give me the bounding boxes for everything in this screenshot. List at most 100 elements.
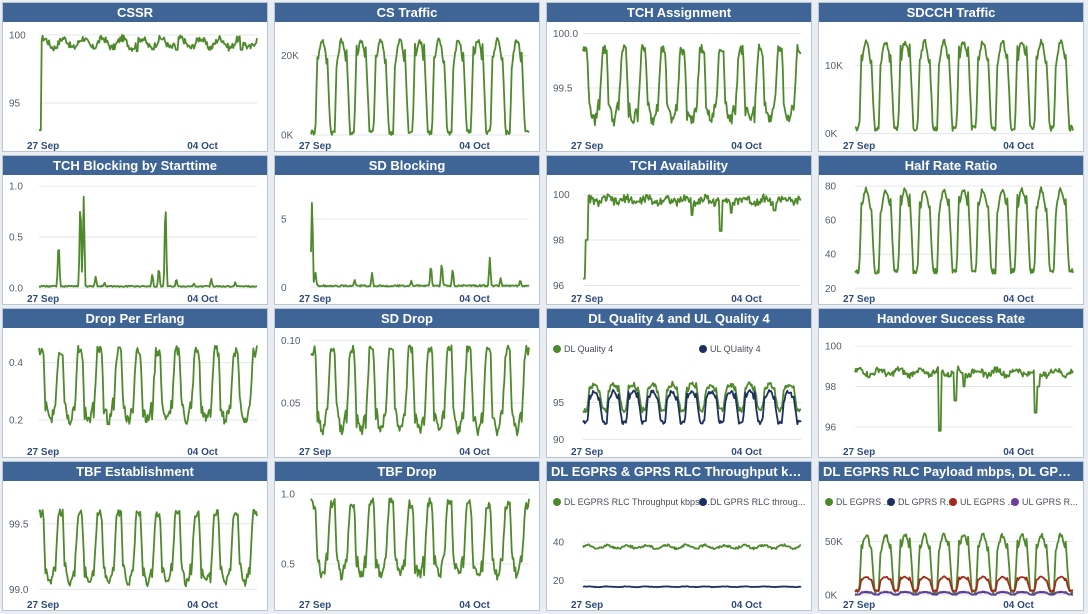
legend-label[interactable]: UL GPRS R...: [1022, 497, 1078, 507]
chart-panel-cssr[interactable]: CSSR 100 95 27 Sep 04 Oct: [2, 2, 268, 152]
legend-marker: [1011, 498, 1019, 506]
series-line[interactable]: [582, 543, 802, 551]
chart-panel-handover-success[interactable]: Handover Success Rate 100 98 96 27 Sep 04 Oct: [818, 308, 1084, 458]
y-tick-label: 20K: [281, 51, 299, 62]
chart-panel-half-rate-ratio[interactable]: Half Rate Ratio 80 60 40 20 27 Sep 04 Oct: [818, 155, 1084, 305]
series-line[interactable]: [854, 186, 1074, 275]
series-line[interactable]: [39, 34, 258, 132]
chart-title: TBF Establishment: [3, 462, 267, 481]
chart-panel-tbf-establishment[interactable]: TBF Establishment 99.5 99.0 27 Sep 04 Oct: [2, 461, 268, 611]
x-tick-label: 04 Oct: [1003, 600, 1034, 610]
x-tick-label: 04 Oct: [187, 447, 218, 457]
y-tick-label: 100.0: [553, 29, 578, 40]
x-tick-label: 27 Sep: [843, 141, 875, 151]
series-line[interactable]: [582, 585, 802, 589]
y-tick-label: 99.5: [553, 83, 573, 94]
legend-label[interactable]: UL QUality 4: [710, 344, 761, 354]
y-tick-label: 10K: [825, 61, 843, 72]
chart-plot: 100 98 96 27 Sep 04 Oct: [825, 342, 1074, 457]
x-tick-label: 27 Sep: [27, 447, 59, 457]
series-line[interactable]: [310, 37, 530, 136]
chart-title: SDCCH Traffic: [819, 3, 1083, 22]
chart-plot: 0.10 0.05 27 Sep 04 Oct: [281, 336, 530, 457]
series-line[interactable]: [582, 389, 802, 426]
chart-panel-sdcch-traffic[interactable]: SDCCH Traffic 10K 0K 27 Sep 04 Oct: [818, 2, 1084, 152]
series-line[interactable]: [310, 344, 530, 437]
legend-label[interactable]: DL EGPRS RLC Throughput kbps/...: [564, 497, 710, 507]
legend-label[interactable]: DL GPRS RLC throug...: [710, 497, 805, 507]
y-tick-label: 95: [553, 398, 565, 409]
series-line[interactable]: [38, 195, 258, 288]
legend-marker: [825, 498, 833, 506]
x-tick-label: 04 Oct: [459, 447, 490, 457]
legend-label[interactable]: DL GPRS R...: [898, 497, 954, 507]
series-line[interactable]: [582, 43, 802, 127]
x-tick-label: 27 Sep: [27, 141, 59, 151]
series-line[interactable]: [854, 590, 1074, 596]
series-line[interactable]: [38, 344, 258, 426]
chart-title: DL EGPRS RLC Payload mbps, DL GPRS R...: [819, 462, 1083, 481]
y-tick-label: 20: [825, 284, 837, 295]
x-tick-label: 04 Oct: [459, 294, 490, 304]
y-tick-label: 98: [825, 382, 837, 393]
y-tick-label: 0.0: [9, 283, 23, 294]
chart-plot: 0.4 0.2 27 Sep 04 Oct: [9, 344, 258, 457]
x-tick-label: 27 Sep: [299, 294, 331, 304]
chart-title: Handover Success Rate: [819, 309, 1083, 328]
x-tick-label: 27 Sep: [27, 294, 59, 304]
chart-plot: 20K 0K 27 Sep 04 Oct: [281, 37, 530, 151]
x-tick-label: 04 Oct: [459, 600, 490, 610]
chart-plot: 1.0 0.5 27 Sep 04 Oct: [281, 489, 530, 610]
series-line[interactable]: [310, 497, 530, 581]
chart-plot: 99.5 99.0 27 Sep 04 Oct: [9, 508, 258, 610]
chart-panel-tbf-drop[interactable]: TBF Drop 1.0 0.5 27 Sep 04 Oct: [274, 461, 540, 611]
chart-panel-tch-availability[interactable]: TCH Availability 100 98 96 27 Sep 04 Oct: [546, 155, 812, 305]
chart-panel-tch-blocking[interactable]: TCH Blocking by Starttime 1.0 0.5 0.0 27 Sep…: [2, 155, 268, 305]
legend-marker: [699, 345, 707, 353]
y-tick-label: 5: [281, 215, 287, 226]
x-tick-label: 04 Oct: [187, 141, 218, 151]
y-tick-label: 80: [825, 182, 837, 193]
legend-label[interactable]: DL Quality 4: [564, 344, 613, 354]
chart-title: CS Traffic: [275, 3, 539, 22]
y-tick-label: 50K: [825, 537, 843, 548]
x-tick-label: 04 Oct: [187, 294, 218, 304]
chart-title: Drop Per Erlang: [3, 309, 267, 328]
x-tick-label: 27 Sep: [299, 600, 331, 610]
chart-panel-drop-per-erlang[interactable]: Drop Per Erlang 0.4 0.2 27 Sep 04 Oct: [2, 308, 268, 458]
legend-label[interactable]: DL EGPRS ...: [836, 497, 891, 507]
legend-marker: [553, 498, 561, 506]
y-tick-label: 1.0: [281, 489, 295, 500]
chart-panel-cs-traffic[interactable]: CS Traffic 20K 0K 27 Sep 04 Oct: [274, 2, 540, 152]
legend-marker: [553, 345, 561, 353]
chart-plot: DL Quality 4 UL QUality 4 95 90 27 Sep 04 Oct: [553, 344, 802, 457]
chart-panel-egprs-payload[interactable]: DL EGPRS RLC Payload mbps, DL GPRS R... D…: [818, 461, 1084, 611]
chart-title: SD Blocking: [275, 156, 539, 175]
chart-panel-dl-ul-quality[interactable]: DL Quality 4 and UL Quality 4 DL Quality …: [546, 308, 812, 458]
series-line[interactable]: [310, 202, 530, 288]
chart-plot: 80 60 40 20 27 Sep 04 Oct: [825, 182, 1074, 304]
chart-panel-sd-blocking[interactable]: SD Blocking 5 0 27 Sep 04 Oct: [274, 155, 540, 305]
series-line[interactable]: [854, 575, 1074, 593]
series-line[interactable]: [38, 508, 258, 588]
series-line[interactable]: [582, 380, 802, 414]
y-tick-label: 0K: [825, 129, 838, 140]
chart-panel-egprs-throughput[interactable]: DL EGPRS & GPRS RLC Throughput kbps... DL…: [546, 461, 812, 611]
chart-panel-tch-assignment[interactable]: TCH Assignment 100.0 99.5 27 Sep 04 Oct: [546, 2, 812, 152]
y-tick-label: 60: [825, 216, 837, 227]
legend-label[interactable]: UL EGPRS ...: [960, 497, 1015, 507]
series-line[interactable]: [854, 365, 1074, 432]
chart-plot: 1.0 0.5 0.0 27 Sep 04 Oct: [9, 182, 258, 304]
chart-title: TCH Blocking by Starttime: [3, 156, 267, 175]
x-tick-label: 04 Oct: [187, 600, 218, 610]
chart-plot: 10K 0K 27 Sep 04 Oct: [825, 38, 1074, 151]
series-line[interactable]: [583, 193, 802, 280]
y-tick-label: 0.5: [9, 233, 23, 244]
chart-panel-sd-drop[interactable]: SD Drop 0.10 0.05 27 Sep 04 Oct: [274, 308, 540, 458]
x-tick-label: 27 Sep: [27, 600, 59, 610]
series-line[interactable]: [854, 532, 1074, 595]
series-line[interactable]: [854, 38, 1074, 132]
y-tick-label: 90: [553, 435, 565, 446]
x-tick-label: 04 Oct: [731, 294, 762, 304]
chart-title: TCH Assignment: [547, 3, 811, 22]
